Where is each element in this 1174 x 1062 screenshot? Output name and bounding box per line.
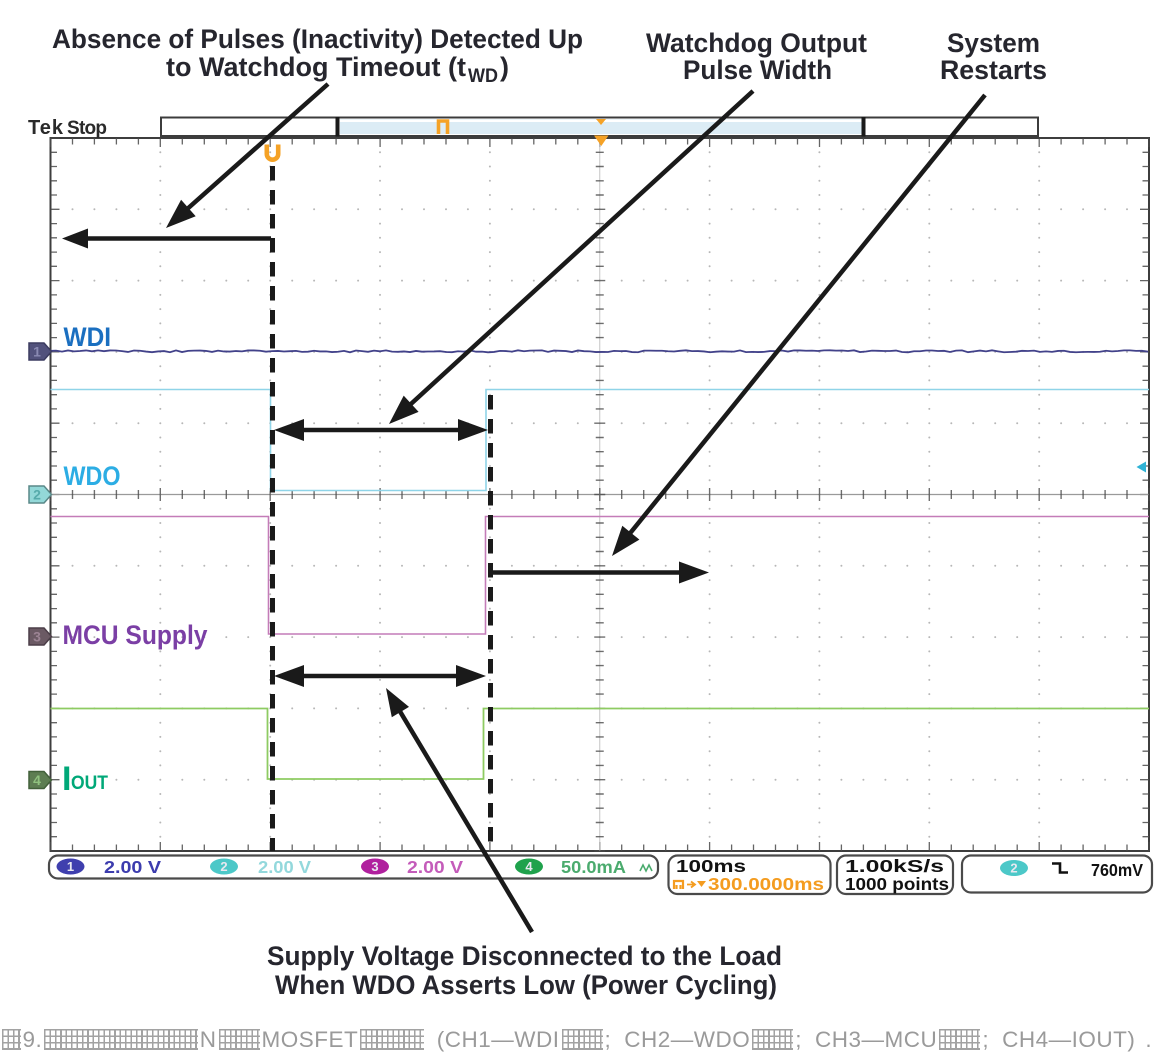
- svg-text:4: 4: [525, 859, 533, 874]
- svg-text:I: I: [62, 760, 71, 798]
- svg-text:2: 2: [1010, 861, 1017, 876]
- svg-text:OUT: OUT: [71, 772, 108, 794]
- svg-text:2: 2: [220, 859, 227, 874]
- svg-text:100ms: 100ms: [676, 856, 746, 876]
- svg-text:2.00 V: 2.00 V: [258, 857, 311, 877]
- svg-text:WDI: WDI: [64, 322, 112, 352]
- svg-text:to Watchdog Timeout (t: to Watchdog Timeout (t: [166, 52, 466, 82]
- svg-text:760mV: 760mV: [1091, 860, 1143, 880]
- svg-text:WDO: WDO: [64, 461, 121, 491]
- svg-text:1000 points: 1000 points: [845, 874, 949, 894]
- svg-text:2.00 V: 2.00 V: [104, 857, 161, 877]
- svg-text:2: 2: [33, 487, 41, 503]
- svg-text:WD: WD: [468, 66, 498, 87]
- svg-text:System: System: [947, 28, 1040, 58]
- svg-text:2.00 V: 2.00 V: [407, 857, 463, 877]
- svg-text:4: 4: [33, 772, 41, 788]
- svg-text:Pulse Width: Pulse Width: [683, 55, 832, 85]
- svg-text:): ): [500, 52, 509, 82]
- svg-text:Absence of Pulses (Inactivity): Absence of Pulses (Inactivity) Detected …: [52, 24, 583, 54]
- svg-text:Stop: Stop: [67, 118, 107, 139]
- svg-text:3: 3: [33, 629, 41, 645]
- svg-text:Supply Voltage Disconnected to: Supply Voltage Disconnected to the Load: [267, 941, 782, 971]
- svg-text:Tek: Tek: [28, 117, 64, 139]
- svg-text:300.0000ms: 300.0000ms: [708, 874, 824, 894]
- svg-text:When WDO Asserts Low (Power Cy: When WDO Asserts Low (Power Cycling): [275, 970, 777, 1000]
- svg-text:1.00kS/s: 1.00kS/s: [845, 856, 944, 876]
- svg-text:3: 3: [371, 859, 378, 874]
- svg-text:50.0mA: 50.0mA: [561, 857, 626, 877]
- svg-text:MCU Supply: MCU Supply: [63, 620, 208, 650]
- svg-text:Restarts: Restarts: [940, 55, 1047, 85]
- svg-text:1: 1: [33, 344, 41, 360]
- svg-text:1: 1: [67, 859, 74, 874]
- svg-text:Watchdog Output: Watchdog Output: [646, 28, 867, 58]
